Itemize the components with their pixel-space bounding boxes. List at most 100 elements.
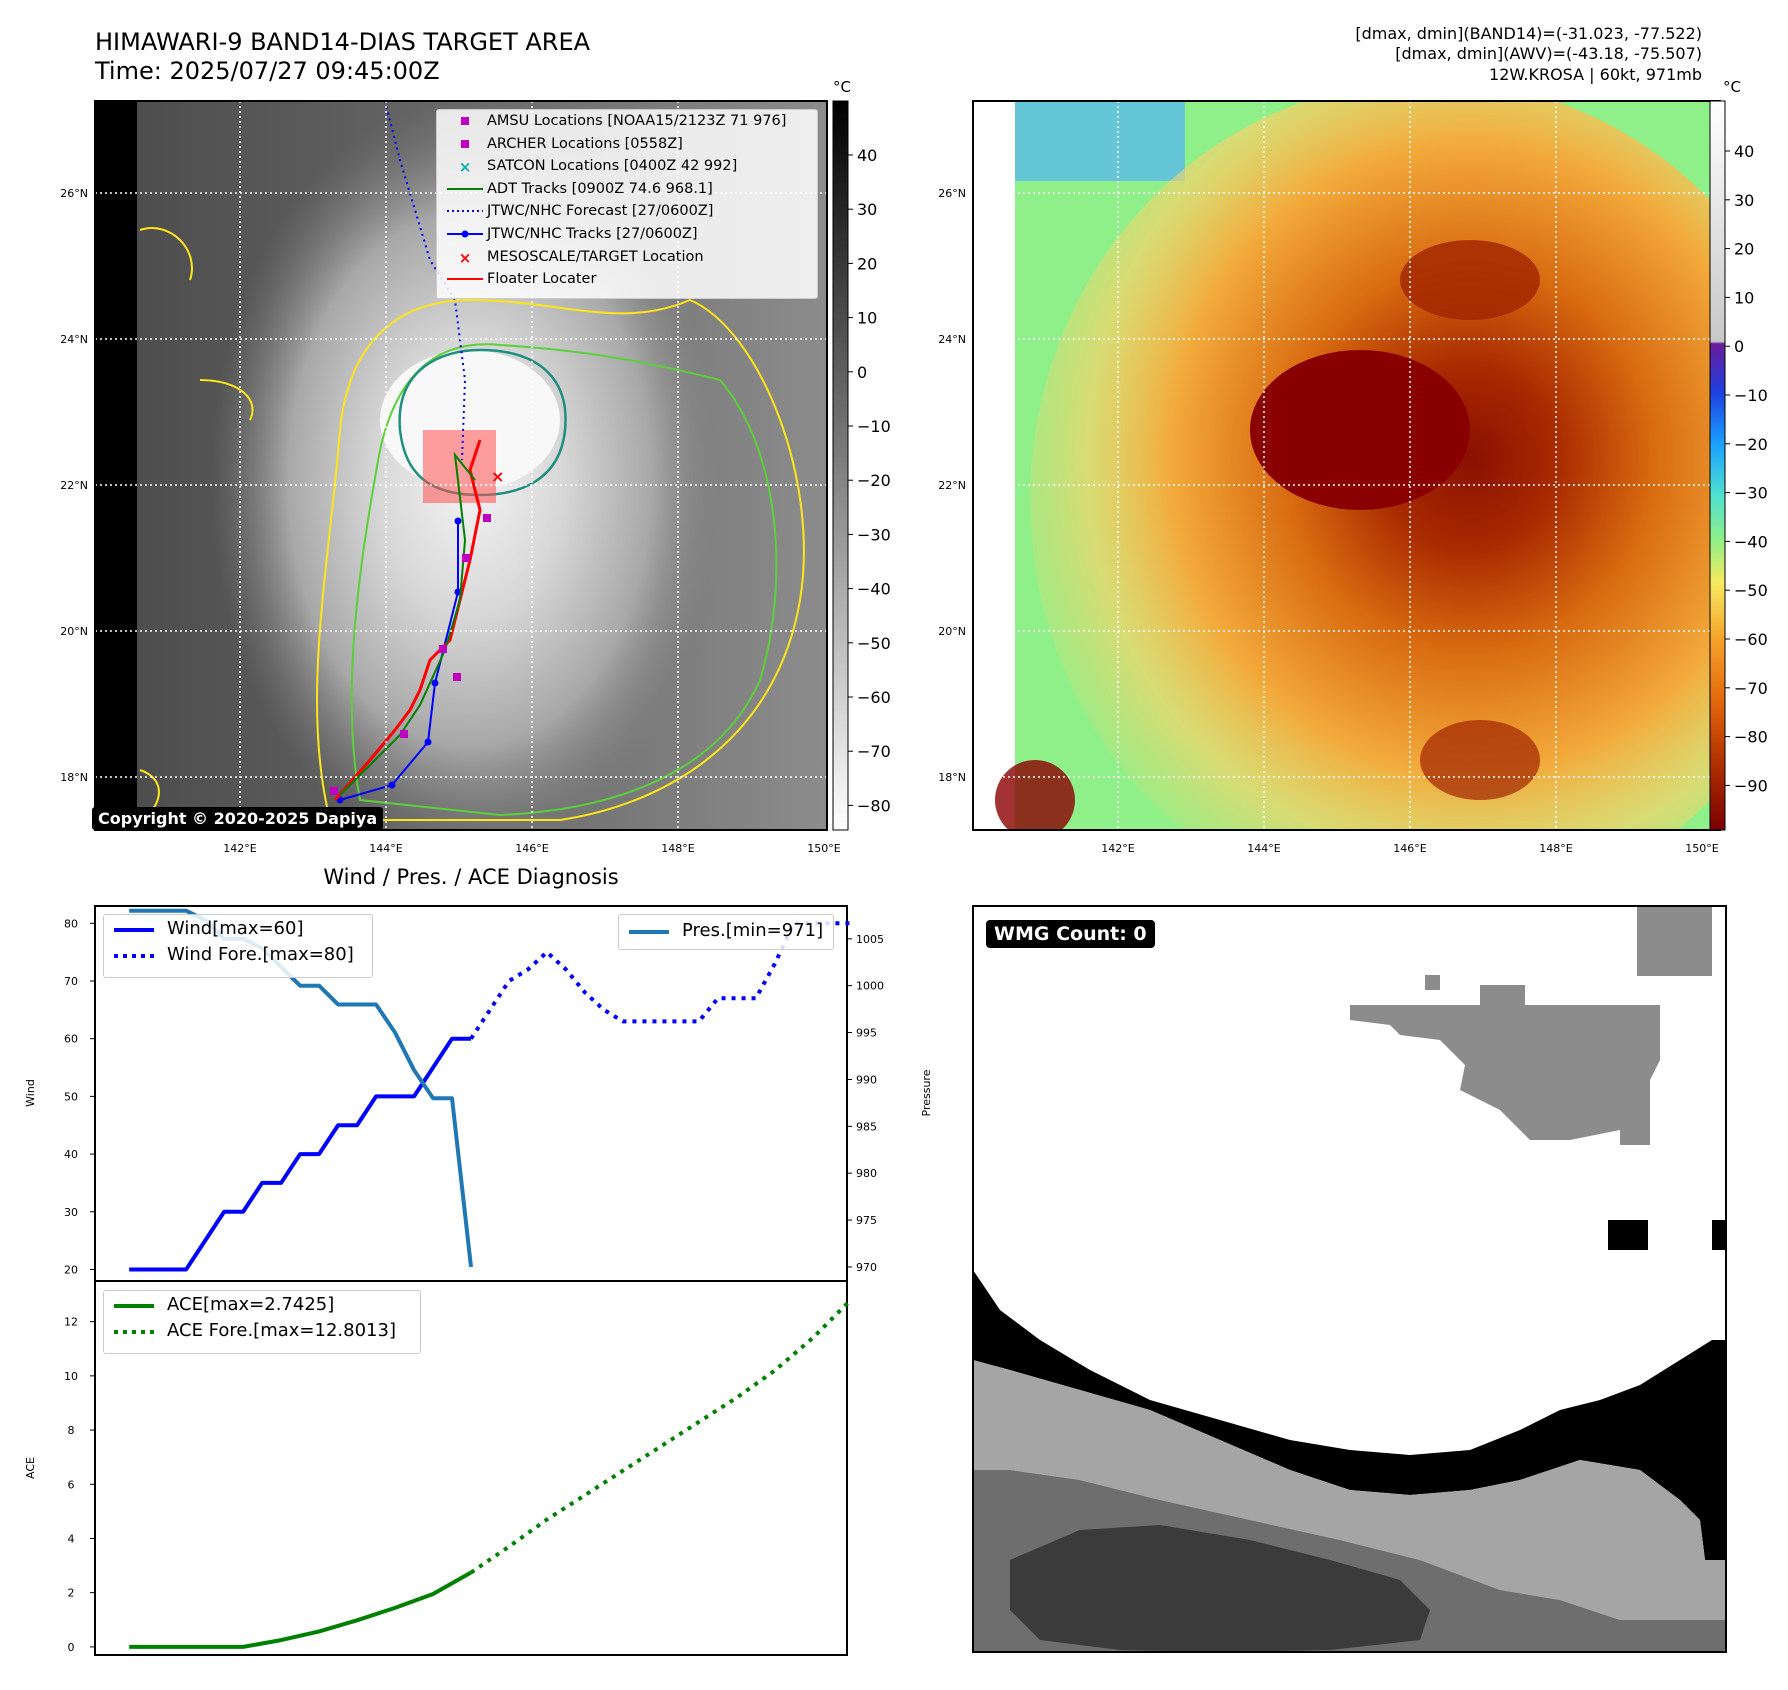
ir-colorbar [832,100,849,831]
ace-legend-item: ACE[max=2.7425] [104,1291,420,1319]
ir-legend-swatch [447,187,483,190]
ir-legend-swatch [447,278,483,281]
wind-y-tick-label: 80 [64,917,78,930]
info-line-2: [dmax, dmin](AWV)=(-43.18, -75.507) [1395,44,1702,63]
ir-colorbar-tick-label: 20 [857,254,877,273]
jtwc-best-track [339,521,459,801]
ir-legend-item: AMSU Locations [NOAA15/2123Z 71 976] [437,110,817,133]
ir-legend-item: Floater Locater [437,268,817,291]
wmg-black-band [973,1270,1726,1560]
amsu-archer-markers [330,514,491,795]
ir-colorbar-tick-label: −40 [857,580,891,599]
ir-lon-label: 142°E [223,842,256,855]
ir-legend-swatch [447,210,483,213]
awv-colorbar-tick-label: −50 [1734,581,1768,600]
wmg-gray-band-dark [1010,1525,1430,1652]
wmg-black-speck-edge [1712,1220,1726,1250]
pressure-legend: Pres.[min=971] [618,914,834,950]
ace-forecast-legend-label: ACE Fore.[max=12.8013] [167,1320,396,1341]
ir-legend-swatch [461,139,469,148]
ir-colorbar-tick-label: 40 [857,146,877,165]
solid-line-swatch [114,1304,154,1308]
pressure-line [129,908,473,1268]
ace-y-tick-label: 10 [64,1370,78,1383]
ir-legend-item: ARCHER Locations [0558Z] [437,133,817,156]
figure-title: HIMAWARI-9 BAND14-DIAS TARGET AREA [95,28,591,56]
awv-lat-label: 22°N [938,479,966,492]
jtwc-forecast-track [384,101,467,461]
wind-y-tick-label: 60 [64,1033,78,1046]
wmg-black-speck [1608,1220,1648,1250]
figure-time: Time: 2025/07/27 09:45:00Z [94,57,440,85]
wind-y-tick-label: 70 [64,975,78,988]
awv-lon-label: 148°E [1539,842,1572,855]
pressure-axis-label: Pressure [920,1069,933,1116]
ir-lon-label: 148°E [661,842,694,855]
ir-legend-swatch: × [459,249,472,267]
ace-y-tick-label: 2 [68,1587,75,1600]
awv-lat-label: 18°N [938,771,966,784]
awv-colorbar-tick-label: 10 [1734,288,1754,307]
ir-colorbar-tick-label: 10 [857,309,877,328]
wind-axis-label: Wind [24,1079,37,1107]
ir-legend-item: ADT Tracks [0900Z 74.6 968.1] [437,178,817,201]
ir-lat-label: 22°N [60,479,88,492]
info-line-3: 12W.KROSA | 60kt, 971mb [1489,65,1702,84]
awv-lon-label: 146°E [1393,842,1426,855]
awv-colorbar-tick-label: −80 [1734,728,1768,747]
ace-y-tick-label: 6 [68,1478,75,1491]
ace-y-tick-label: 8 [68,1424,75,1437]
target-location-marker: × [491,467,504,486]
wmg-panel-frame [972,905,1727,1653]
wmg-gray-speck [1425,975,1440,990]
ir-legend: AMSU Locations [NOAA15/2123Z 71 976] ARCH… [436,109,818,299]
ir-legend-item: × MESOSCALE/TARGET Location [437,246,817,269]
awv-colorbar-tick-label: −90 [1734,776,1768,795]
ir-legend-item: JTWC/NHC Forecast [27/0600Z] [437,200,817,223]
pressure-legend-item: Pres.[min=971] [619,915,833,947]
ir-legend-label: MESOSCALE/TARGET Location [487,248,704,265]
ir-colorbar-tick-label: 30 [857,200,877,219]
awv-colorbar-unit: °C [1723,78,1741,96]
awv-lon-labels: 142°E 144°E 146°E 148°E 150°E [1101,842,1718,855]
awv-colorbar-tick-label: −20 [1734,435,1768,454]
ir-colorbar-tick-label: −50 [857,634,891,653]
pressure-y-tick-label: 995 [856,1027,877,1040]
ir-legend-label: JTWC/NHC Tracks [27/0600Z] [487,225,698,242]
ir-contour-green [350,343,778,817]
ir-nodata-strip [95,101,137,830]
awv-colorbar [1709,100,1726,831]
awv-gridlines [973,101,1720,830]
ir-legend-label: JTWC/NHC Forecast [27/0600Z] [487,203,714,220]
wmg-gray-band-light [973,1360,1726,1620]
pressure-y-tick-label: 975 [856,1214,877,1227]
awv-lon-label: 144°E [1247,842,1280,855]
awv-cold-cell-north [1400,240,1540,320]
awv-lat-label: 20°N [938,625,966,638]
awv-panel: 26°N 24°N 22°N 20°N 18°N 142°E 144°E 146… [938,78,1768,855]
ir-legend-swatch [461,117,469,125]
ir-contour-yellow [316,298,805,821]
ir-legend-swatch: × [459,158,472,176]
dotted-line-swatch [114,954,154,958]
awv-colorbar-tick-label: −60 [1734,630,1768,649]
ir-colorbar-tick-label: 0 [857,363,867,382]
ir-lon-label: 146°E [515,842,548,855]
ir-colorbar-tick-label: −70 [857,742,891,761]
ace-y-tick-label: 4 [68,1532,75,1545]
pressure-y-tick-label: 970 [856,1261,877,1274]
awv-lon-label: 150°E [1685,842,1718,855]
wind-legend-item: Wind[max=60] [104,915,372,943]
awv-cold-cell-corner [995,760,1075,830]
wind-forecast-legend-item: Wind Fore.[max=80] [104,943,372,971]
legend-square-marker [461,117,469,125]
ir-legend-swatch [447,230,483,238]
wmg-count-badge: WMG Count: 0 [986,920,1155,948]
ace-y-tick-label: 12 [64,1316,78,1329]
ir-legend-label: ARCHER Locations [0558Z] [487,135,683,152]
wind-y-tick-label: 20 [64,1263,78,1276]
ir-colorbar-tick-label: −60 [857,688,891,707]
legend-x-marker: × [459,158,472,176]
ace-forecast-line [469,1298,853,1575]
awv-lat-label: 26°N [938,187,966,200]
